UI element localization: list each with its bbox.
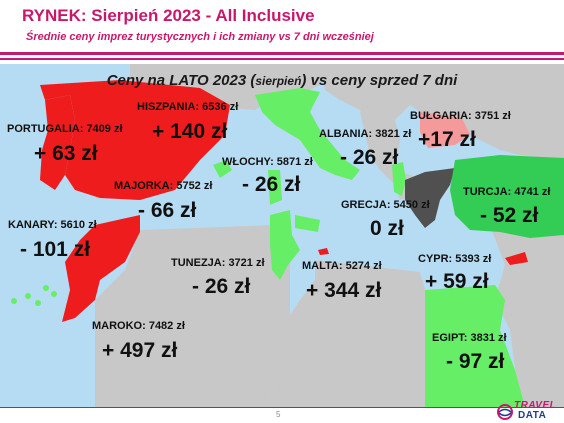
country-spain — [40, 80, 230, 200]
country-turkey — [450, 155, 564, 238]
globe-icon — [497, 404, 513, 420]
map-title-main: Ceny na LATO 2023 ( — [106, 72, 256, 89]
island-malta — [318, 248, 329, 255]
island-canary-1 — [11, 298, 17, 304]
kanary-price-label: KANARY: 5610 zł — [8, 219, 97, 231]
bulgaria-change: +17 zł — [418, 128, 476, 151]
slide-title: RYNEK: Sierpień 2023 - All Inclusive — [22, 6, 315, 25]
malta-change: + 344 zł — [306, 279, 382, 302]
map-title-end: ) vs ceny sprzed 7 dni — [301, 72, 458, 89]
hiszpania-price-label: HISZPANIA: 6536 zł — [137, 101, 239, 113]
turcja-change: - 52 zł — [480, 204, 539, 227]
island-canary-3 — [35, 300, 41, 306]
majorka-price-label: MAJORKA: 5752 zł — [114, 180, 213, 192]
island-cyprus — [505, 252, 528, 265]
map-svg — [11, 64, 564, 407]
country-bulgaria — [420, 112, 470, 148]
albania-change: - 26 zł — [340, 146, 399, 169]
travel-data-logo: TRAVEL DATA — [496, 400, 564, 423]
country-egypt — [425, 285, 525, 407]
header-divider-secondary — [0, 58, 564, 60]
turcja-price-label: TURCJA: 4741 zł — [463, 186, 551, 198]
portugalia-price-label: PORTUGALIA: 7409 zł — [7, 123, 123, 135]
majorka-change: - 66 zł — [138, 199, 197, 222]
island-canary-5 — [51, 291, 57, 297]
egipt-change: - 97 zł — [446, 350, 505, 373]
island-sicily — [295, 215, 320, 232]
logo-text-data: DATA — [518, 410, 547, 421]
page-number: 5 — [276, 410, 281, 419]
hiszpania-change: + 140 zł — [152, 120, 228, 143]
land-libya — [270, 260, 425, 407]
land-middle-east — [490, 215, 564, 407]
wlochy-price-label: WŁOCHY: 5871 zł — [222, 156, 313, 168]
country-portugal — [40, 95, 75, 190]
land-algeria — [95, 225, 290, 407]
land-france — [130, 64, 330, 110]
kanary-change: - 101 zł — [20, 238, 91, 261]
bulgaria-price-label: BUŁGARIA: 3751 zł — [410, 110, 511, 122]
country-albania — [392, 162, 406, 196]
country-tunisia — [270, 210, 300, 280]
tunezja-price-label: TUNEZJA: 3721 zł — [171, 257, 265, 269]
maroko-change: + 497 zł — [102, 339, 178, 362]
maroko-price-label: MAROKO: 7482 zł — [92, 320, 185, 332]
island-majorca — [213, 160, 232, 178]
cypr-change: + 59 zł — [425, 270, 489, 293]
island-canary-2 — [25, 293, 31, 299]
tunezja-change: - 26 zł — [192, 275, 251, 298]
slide-subtitle: Średnie ceny imprez turystycznych i ich … — [26, 31, 374, 43]
island-sardinia — [268, 170, 282, 205]
wlochy-change: - 26 zł — [242, 173, 301, 196]
grecja-price-label: GRECJA: 5450 zł — [341, 199, 430, 211]
country-greece — [405, 168, 455, 228]
egipt-price-label: EGIPT: 3831 zł — [432, 332, 507, 344]
grecja-change: 0 zł — [370, 217, 404, 240]
footer-divider — [0, 407, 564, 408]
map — [0, 64, 564, 407]
country-italy — [255, 88, 360, 180]
map-title-month: sierpień — [255, 74, 302, 88]
island-canary-4 — [43, 285, 49, 291]
header-divider — [0, 52, 564, 55]
malta-price-label: MALTA: 5274 zł — [302, 260, 382, 272]
map-title: Ceny na LATO 2023 (sierpień) vs ceny spr… — [0, 72, 564, 89]
country-morocco — [62, 215, 140, 322]
portugalia-change: + 63 zł — [34, 142, 98, 165]
albania-price-label: ALBANIA: 3821 zł — [319, 128, 412, 140]
cypr-price-label: CYPR: 5393 zł — [418, 253, 492, 265]
logo-text-travel: TRAVEL — [514, 400, 557, 411]
